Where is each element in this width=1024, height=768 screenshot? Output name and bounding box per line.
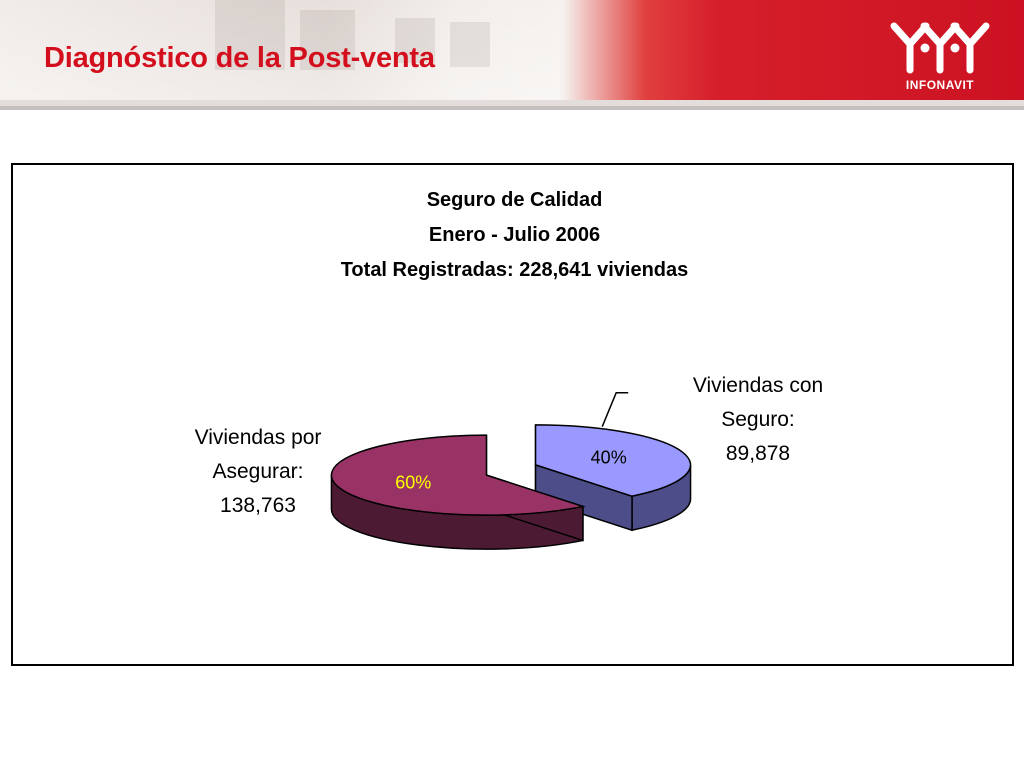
pie-slice-0: 40%: [534, 424, 692, 532]
pie-slice-0-percent-label: 40%: [591, 448, 627, 468]
slice-label-con-seguro-line-3: 89,878: [725, 442, 791, 465]
chart-title-line-2: Enero - Julio 2006: [428, 224, 601, 246]
pie-slice-1-top: [330, 434, 586, 516]
pie-slice-1: 60%: [330, 434, 586, 550]
slice-label-por-asegurar-line-2: Asegurar:: [212, 460, 304, 483]
logo-text: INFONAVIT: [905, 78, 975, 92]
chart-title: Seguro de Calidad Enero - Julio 2006 Tot…: [13, 183, 1016, 288]
chart-frame: Seguro de Calidad Enero - Julio 2006 Tot…: [11, 163, 1014, 666]
header-divider-shadow: [0, 106, 1024, 110]
slice-label-con-seguro: Viviendas con Seguro: 89,878: [668, 369, 848, 471]
slice-label-por-asegurar-line-1: Viviendas por: [194, 426, 322, 449]
slice-label-por-asegurar-line-3: 138,763: [220, 494, 296, 517]
chart-title-line-3: Total Registradas: 228,641 viviendas: [340, 259, 689, 281]
pie-slice-0-leader-line: [601, 391, 629, 427]
slice-label-con-seguro-line-2: Seguro:: [721, 408, 795, 431]
slice-label-con-seguro-line-1: Viviendas con: [692, 374, 824, 397]
page-title: Diagnóstico de la Post-venta: [44, 42, 435, 74]
pie-slice-0-top: [534, 424, 692, 497]
header-photo: [0, 0, 560, 100]
header-banner: Diagnóstico de la Post-venta INFONAVIT: [0, 0, 1024, 100]
chart-title-line-1: Seguro de Calidad: [426, 189, 603, 211]
infonavit-houses-logo-icon: INFONAVIT: [888, 18, 992, 98]
header-divider: [0, 100, 1024, 106]
pie-slice-1-percent-label: 60%: [395, 472, 431, 492]
pie-chart: 40% 60%: [330, 391, 692, 550]
slice-label-por-asegurar: Viviendas por Asegurar: 138,763: [168, 421, 348, 523]
